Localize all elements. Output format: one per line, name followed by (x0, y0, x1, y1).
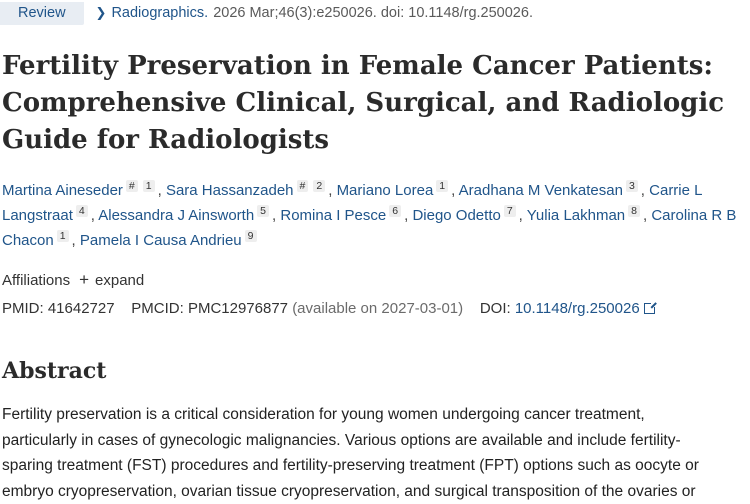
plus-icon: + (79, 270, 89, 290)
affiliation-number[interactable]: 2 (313, 180, 325, 192)
author-separator: , (158, 182, 166, 199)
abstract-line: sparing treatment (FST) procedures and f… (2, 453, 750, 479)
affiliation-number[interactable]: 9 (245, 230, 257, 242)
affiliation-number[interactable]: 7 (504, 205, 516, 217)
affiliation-number[interactable]: 1 (57, 230, 69, 242)
affiliation-number[interactable]: 1 (143, 180, 155, 192)
author-separator: , (72, 232, 80, 249)
pmid-label: PMID: (2, 300, 44, 317)
equal-contribution-marker[interactable]: # (297, 180, 309, 192)
author-separator: , (328, 182, 336, 199)
author-link[interactable]: Alessandra J Ainsworth (98, 207, 254, 224)
doi-label: DOI: (480, 300, 511, 317)
abstract-line: Fertility preservation is a critical con… (2, 402, 750, 428)
author-separator: , (641, 182, 649, 199)
affiliation-number[interactable]: 1 (436, 180, 448, 192)
affiliation-number[interactable]: 5 (257, 205, 269, 217)
author-separator: , (451, 182, 459, 199)
abstract-line: particularly in cases of gynecologic mal… (2, 428, 750, 454)
author-link[interactable]: Aradhana M Venkatesan (459, 182, 623, 199)
expand-label[interactable]: expand (95, 272, 144, 289)
author-link[interactable]: Pamela I Causa Andrieu (80, 232, 242, 249)
author-link[interactable]: Yulia Lakhman (527, 207, 625, 224)
author-link[interactable]: Diego Odetto (412, 207, 500, 224)
identifiers: PMID: 41642727 PMCID: PMC12976877 (avail… (2, 300, 655, 317)
abstract-text: Fertility preservation is a critical con… (2, 402, 750, 504)
author-separator: , (519, 207, 527, 224)
affiliations-toggle[interactable]: Affiliations + expand (2, 270, 144, 290)
chevron-right-icon[interactable]: ❯ (96, 5, 107, 21)
pmcid-value: PMC12976877 (188, 300, 288, 317)
abstract-heading: Abstract (2, 358, 106, 384)
citation-bar: Review ❯ Radiographics. 2026 Mar;46(3):e… (0, 0, 533, 26)
journal-link[interactable]: Radiographics. (111, 5, 208, 21)
equal-contribution-marker[interactable]: # (126, 180, 138, 192)
author-link[interactable]: Martina Aineseder (2, 182, 123, 199)
author-link[interactable]: Mariano Lorea (337, 182, 434, 199)
citation-text: 2026 Mar;46(3):e250026. doi: 10.1148/rg.… (213, 5, 533, 21)
doi-link[interactable]: 10.1148/rg.250026 (515, 300, 640, 317)
affiliation-number[interactable]: 8 (628, 205, 640, 217)
article-title: Fertility Preservation in Female Cancer … (2, 48, 742, 159)
pmcid-availability: (available on 2027-03-01) (292, 300, 463, 317)
affiliation-number[interactable]: 4 (76, 205, 88, 217)
pmcid-label: PMCID: (131, 300, 184, 317)
affiliations-label: Affiliations (2, 272, 70, 289)
abstract-line: embryo cryopreservation, ovarian tissue … (2, 479, 750, 504)
affiliation-number[interactable]: 3 (626, 180, 638, 192)
article-type-badge: Review (0, 2, 84, 25)
pmid-value: 41642727 (48, 300, 115, 317)
author-list: Martina Aineseder#1, Sara Hassanzadeh#2,… (2, 178, 750, 253)
author-link[interactable]: Romina I Pesce (280, 207, 386, 224)
author-link[interactable]: Sara Hassanzadeh (166, 182, 294, 199)
affiliation-number[interactable]: 6 (389, 205, 401, 217)
external-link-icon[interactable] (644, 303, 655, 314)
